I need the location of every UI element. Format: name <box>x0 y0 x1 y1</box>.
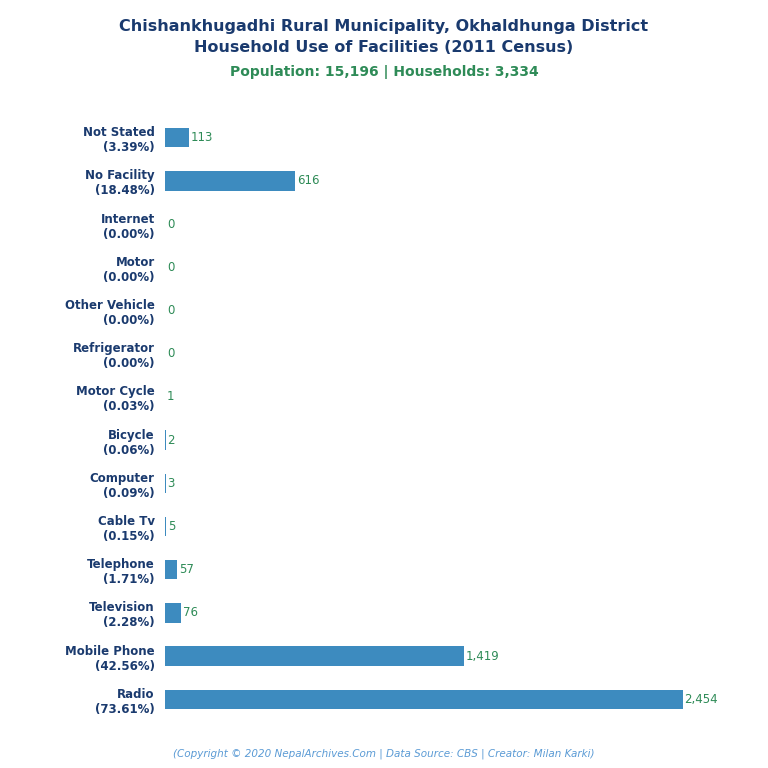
Text: 0: 0 <box>167 261 174 274</box>
Text: 1,419: 1,419 <box>466 650 500 663</box>
Bar <box>165 690 683 709</box>
Bar <box>165 171 295 190</box>
Bar <box>165 560 177 580</box>
Bar <box>165 128 189 147</box>
Text: 2: 2 <box>167 434 175 447</box>
Text: 1: 1 <box>167 390 174 403</box>
Text: 57: 57 <box>179 563 194 576</box>
Text: Chishankhugadhi Rural Municipality, Okhaldhunga District: Chishankhugadhi Rural Municipality, Okha… <box>120 19 648 35</box>
Text: 2,454: 2,454 <box>684 693 718 706</box>
Bar <box>165 517 166 536</box>
Text: Household Use of Facilities (2011 Census): Household Use of Facilities (2011 Census… <box>194 40 574 55</box>
Text: 0: 0 <box>167 304 174 317</box>
Text: 3: 3 <box>167 477 175 490</box>
Bar <box>165 647 465 666</box>
Text: 5: 5 <box>168 520 175 533</box>
Text: 76: 76 <box>183 607 198 620</box>
Text: Population: 15,196 | Households: 3,334: Population: 15,196 | Households: 3,334 <box>230 65 538 79</box>
Text: 0: 0 <box>167 217 174 230</box>
Text: (Copyright © 2020 NepalArchives.Com | Data Source: CBS | Creator: Milan Karki): (Copyright © 2020 NepalArchives.Com | Da… <box>174 748 594 759</box>
Text: 113: 113 <box>190 131 213 144</box>
Bar <box>165 603 181 623</box>
Text: 0: 0 <box>167 347 174 360</box>
Text: 616: 616 <box>296 174 319 187</box>
